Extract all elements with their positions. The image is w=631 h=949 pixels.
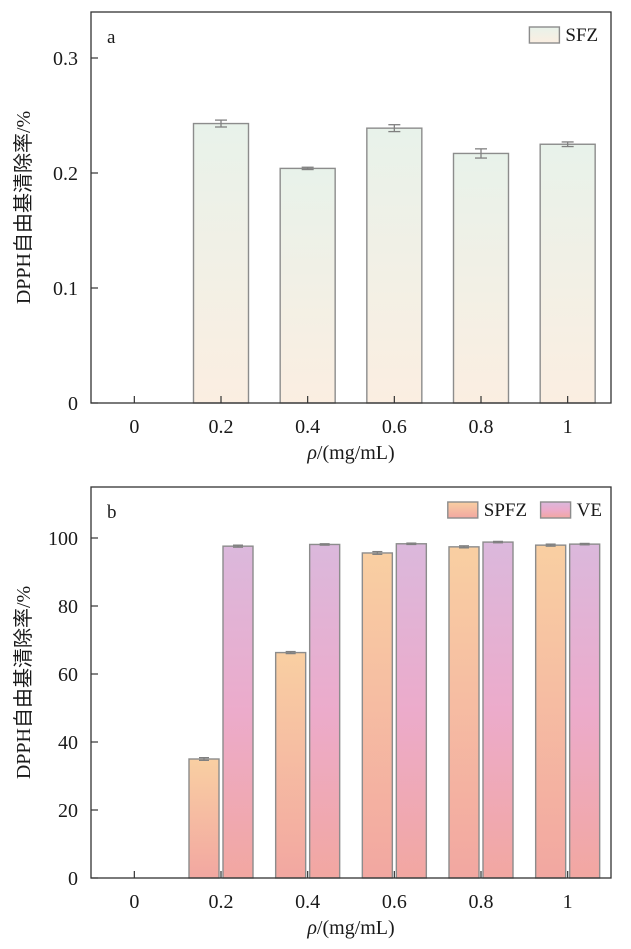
bar-sfz-0.4 xyxy=(279,167,336,404)
legend-swatch-sfz xyxy=(528,26,561,44)
bar-ve-0.8 xyxy=(482,541,514,879)
panel-label: a xyxy=(107,27,116,48)
bar-ve-0.2 xyxy=(222,545,254,879)
bar-ve-0.4 xyxy=(308,543,341,879)
legend-swatch-ve xyxy=(539,501,572,519)
x-axis-unit: /(mg/mL) xyxy=(317,917,395,939)
y-tick-label: 0.3 xyxy=(53,48,78,70)
bar-spfz-1 xyxy=(534,544,567,879)
y-axis-title: DPPH自由基清除率/% xyxy=(12,586,35,779)
legend-swatch-spfz xyxy=(447,501,479,519)
y-tick-label: 20 xyxy=(58,800,78,822)
x-axis-symbol: ρ xyxy=(306,917,317,939)
y-tick-label: 80 xyxy=(58,596,78,618)
bar-spfz-0.2 xyxy=(188,758,220,879)
bar-spfz-0.6 xyxy=(361,552,394,879)
bar-spfz-0.4 xyxy=(274,651,307,879)
x-tick-label: 0 xyxy=(129,891,139,913)
x-tick-label: 0.8 xyxy=(469,416,494,438)
x-tick-label: 0 xyxy=(129,416,139,438)
y-tick-label: 0.2 xyxy=(53,163,78,185)
y-tick-label: 40 xyxy=(58,732,78,754)
chart-panel-b: 0 20 40 60 80 100 0 0.2 0.4 0.6 0.8 1 ρ/(mg/mL) DPPH自… xyxy=(12,486,612,939)
bar-sfz-0.2 xyxy=(192,122,250,404)
legend-label-ve: VE xyxy=(577,500,602,521)
panel-label: b xyxy=(107,502,117,523)
x-tick-label: 0.2 xyxy=(209,416,234,438)
y-tick-label: 100 xyxy=(48,528,78,550)
x-axis-title: ρ/(mg/mL) xyxy=(306,917,394,939)
bar-sfz-0.8 xyxy=(452,152,510,404)
x-axis-title: ρ/(mg/mL) xyxy=(306,442,394,464)
bar-ve-1 xyxy=(568,543,601,879)
x-axis-symbol: ρ xyxy=(306,442,317,464)
y-tick-label: 0 xyxy=(68,868,78,890)
bar-sfz-1 xyxy=(539,143,596,404)
x-tick-label: 0.4 xyxy=(295,416,320,438)
x-axis-unit: /(mg/mL) xyxy=(317,442,395,464)
plot-frame xyxy=(90,11,612,404)
y-tick-label: 60 xyxy=(58,664,78,686)
x-tick-label: 1 xyxy=(563,416,573,438)
chart-panel-a: 0 0.1 0.2 0.3 0 0.2 0.4 0.6 0.8 1 ρ/(mg/mL) DPPH自由基… xyxy=(12,11,612,464)
plot-frame xyxy=(90,486,612,879)
y-tick-label: 0.1 xyxy=(53,278,78,300)
x-tick-label: 1 xyxy=(563,891,573,913)
y-axis-title: DPPH自由基清除率/% xyxy=(12,111,35,304)
x-tick-label: 0.8 xyxy=(469,891,494,913)
legend-label-sfz: SFZ xyxy=(565,25,598,46)
bar-spfz-0.8 xyxy=(448,546,480,879)
bar-ve-0.6 xyxy=(395,543,428,879)
bar-sfz-0.6 xyxy=(366,127,423,404)
legend-label-spfz: SPFZ xyxy=(484,500,527,521)
x-tick-label: 0.4 xyxy=(295,891,320,913)
x-tick-label: 0.2 xyxy=(209,891,234,913)
x-tick-label: 0.6 xyxy=(382,416,407,438)
y-tick-label: 0 xyxy=(68,393,78,415)
x-tick-label: 0.6 xyxy=(382,891,407,913)
